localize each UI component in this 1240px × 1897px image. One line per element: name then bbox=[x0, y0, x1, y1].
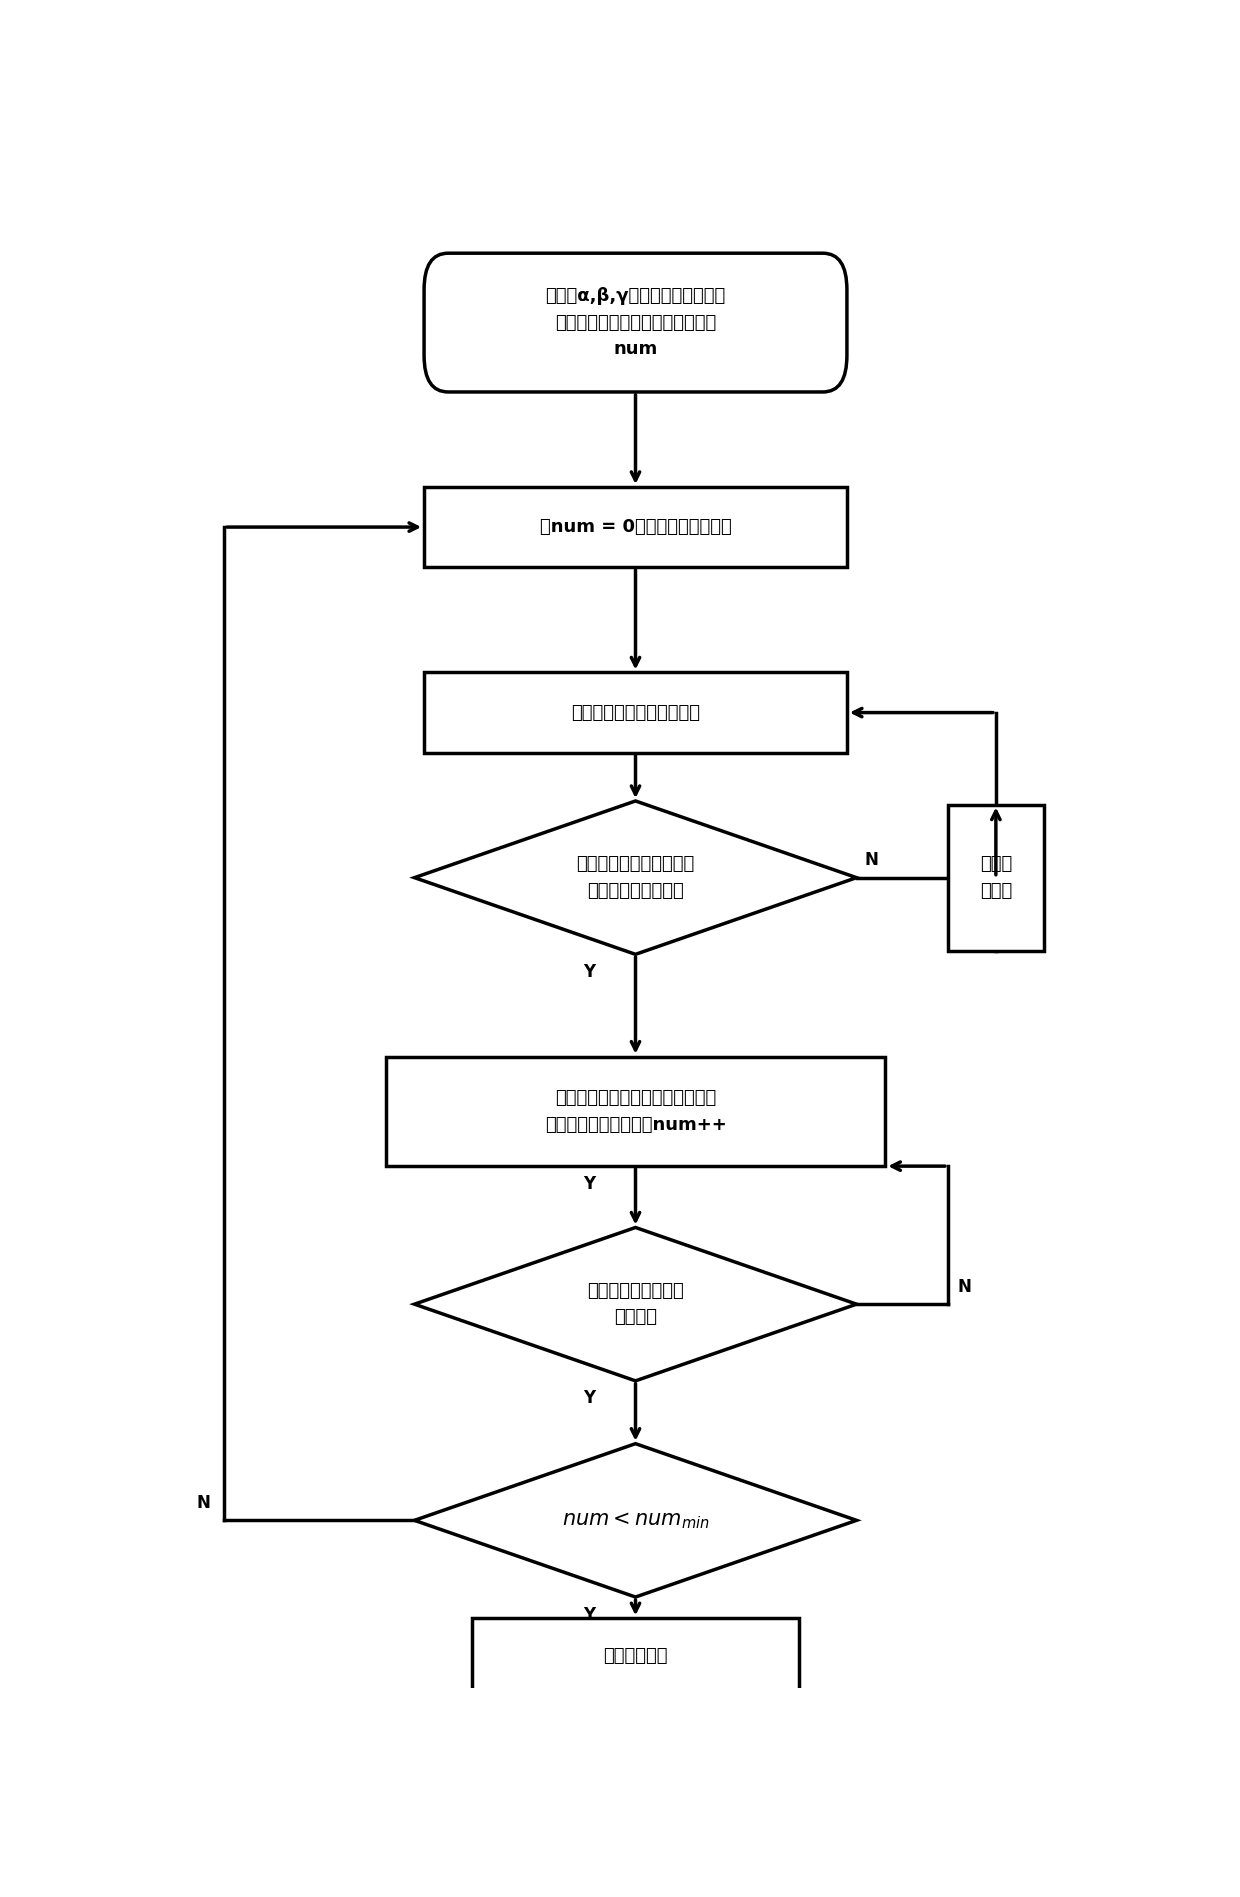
FancyBboxPatch shape bbox=[424, 252, 847, 393]
Polygon shape bbox=[414, 1444, 857, 1597]
Text: Y: Y bbox=[583, 1605, 595, 1624]
Polygon shape bbox=[414, 801, 857, 954]
Text: N: N bbox=[196, 1493, 210, 1512]
Text: Y: Y bbox=[583, 1389, 595, 1408]
FancyBboxPatch shape bbox=[424, 488, 847, 567]
Text: 设num = 0，从第一轮廓点开始: 设num = 0，从第一轮廓点开始 bbox=[539, 518, 732, 537]
Text: 计算轮廓点邻域内点能量值: 计算轮廓点邻域内点能量值 bbox=[570, 704, 701, 721]
Text: 取下一
轮廓点: 取下一 轮廓点 bbox=[980, 856, 1012, 899]
Text: 迭代计算结束: 迭代计算结束 bbox=[603, 1647, 668, 1666]
Text: $num < num_{min}$: $num < num_{min}$ bbox=[562, 1510, 709, 1531]
FancyBboxPatch shape bbox=[386, 1057, 885, 1167]
FancyBboxPatch shape bbox=[424, 672, 847, 753]
Text: 邻域内能量最小值的点更新当前点
的能量值及位置坐标，num++: 邻域内能量最小值的点更新当前点 的能量值及位置坐标，num++ bbox=[544, 1089, 727, 1134]
Text: N: N bbox=[864, 852, 878, 869]
FancyBboxPatch shape bbox=[472, 1618, 799, 1694]
Text: Y: Y bbox=[583, 1174, 595, 1193]
Text: 是否所有轮廓点都计
算完毕？: 是否所有轮廓点都计 算完毕？ bbox=[587, 1282, 684, 1326]
Text: 初始化α,β,γ、搜索的邻域范围、
初始轮廓点的数目及位置、计数器
num: 初始化α,β,γ、搜索的邻域范围、 初始轮廓点的数目及位置、计数器 num bbox=[546, 286, 725, 359]
Polygon shape bbox=[414, 1227, 857, 1381]
Text: Y: Y bbox=[583, 964, 595, 981]
Text: 邻域内能量最小值是否小
于当前点的能量值？: 邻域内能量最小值是否小 于当前点的能量值？ bbox=[577, 856, 694, 899]
Text: N: N bbox=[957, 1279, 971, 1296]
FancyBboxPatch shape bbox=[947, 804, 1044, 950]
